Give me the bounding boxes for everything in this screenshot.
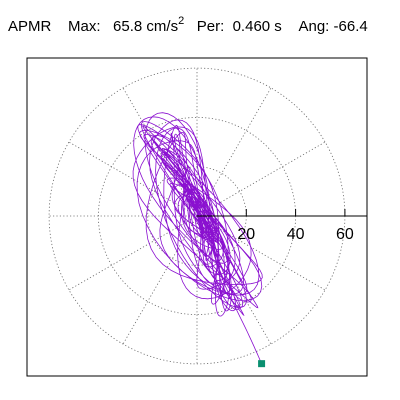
motion-trace-path [132,112,263,364]
grid-spoke-240 [122,215,198,345]
max-unit: cm/s [146,18,179,35]
max-label: Max: [68,18,101,35]
tick-label-40: 40 [287,226,305,243]
tick-label-60: 60 [336,226,354,243]
peak-marker-group [258,360,266,368]
grid-spoke-210 [68,215,198,291]
max-unit-exponent: 2 [178,15,185,27]
station-code: APMR [8,18,52,35]
peak-marker [258,360,266,368]
plot-frame [26,57,368,377]
max-value: 65.8 [113,18,143,35]
x-axis-ticks: 20 40 60 [237,209,354,243]
tick-label-20: 20 [237,226,255,243]
chart-header: APMR Max: 65.8 cm/s2 Per: 0.460 s Ang: -… [8,15,368,37]
grid-spoke-150 [68,141,198,217]
period-value: 0.460 s [232,18,282,35]
period-label: Per: [196,18,225,35]
angle-label: Ang: -66.4 [298,18,368,35]
grid-spoke-60 [196,87,272,217]
motion-trace [132,112,263,364]
